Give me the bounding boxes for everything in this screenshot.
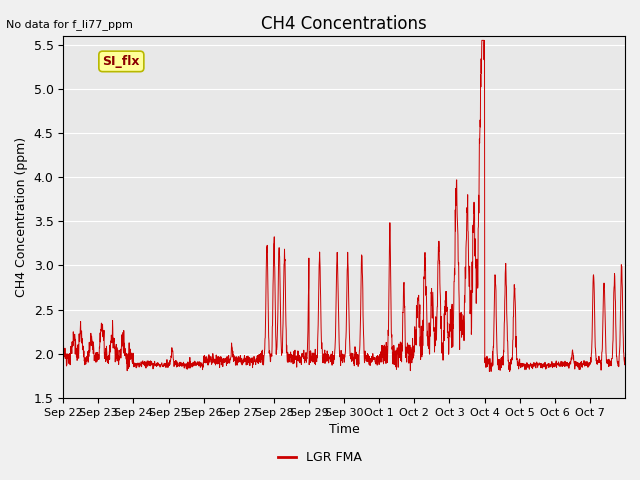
Text: SI_flx: SI_flx [102,55,140,68]
Title: CH4 Concentrations: CH4 Concentrations [261,15,427,33]
Legend: LGR FMA: LGR FMA [273,446,367,469]
Y-axis label: CH4 Concentration (ppm): CH4 Concentration (ppm) [15,137,28,297]
Text: No data for f_li77_ppm: No data for f_li77_ppm [6,19,133,30]
X-axis label: Time: Time [329,423,360,436]
